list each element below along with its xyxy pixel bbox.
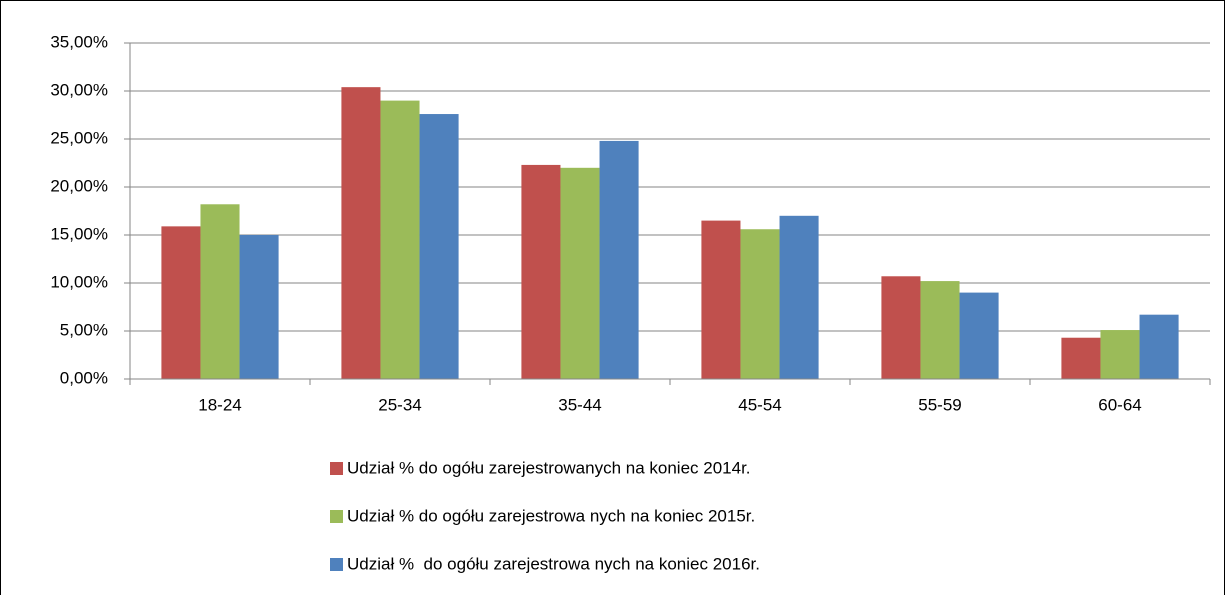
bar [779, 215, 819, 379]
y-tick-label: 0,00% [60, 368, 108, 387]
bar [701, 220, 741, 379]
y-tick-label: 30,00% [50, 80, 108, 99]
x-tick-label: 45-54 [738, 395, 781, 414]
bar [200, 204, 240, 379]
bar [341, 87, 381, 379]
x-tick-label: 60-64 [1098, 395, 1141, 414]
bar [1139, 314, 1179, 379]
legend-swatch [330, 462, 343, 475]
legend-label: Udział % do ogółu zarejestrowanych na ko… [347, 458, 751, 477]
y-tick-label: 5,00% [60, 320, 108, 339]
bar [959, 292, 999, 379]
x-tick-label: 35-44 [558, 395, 601, 414]
legend-swatch [330, 558, 343, 571]
bar [560, 167, 600, 379]
y-tick-label: 10,00% [50, 272, 108, 291]
bar [161, 226, 201, 379]
legend-swatch [330, 510, 343, 523]
x-tick-label: 55-59 [918, 395, 961, 414]
y-tick-label: 35,00% [50, 32, 108, 51]
legend-label: Udział % do ogółu zarejestrowa nych na k… [347, 506, 755, 525]
bar [239, 235, 279, 379]
bar [521, 164, 561, 379]
bar [920, 281, 960, 379]
y-tick-label: 20,00% [50, 176, 108, 195]
y-tick-label: 15,00% [50, 224, 108, 243]
bar [380, 100, 420, 379]
bar [599, 140, 639, 379]
bar [740, 229, 780, 379]
bar [419, 114, 459, 379]
y-tick-label: 25,00% [50, 128, 108, 147]
x-tick-label: 18-24 [198, 395, 241, 414]
x-tick-label: 25-34 [378, 395, 421, 414]
legend-label: Udział % do ogółu zarejestrowa nych na k… [347, 554, 760, 573]
bar [1100, 330, 1140, 379]
bar [1061, 337, 1101, 379]
bar [881, 276, 921, 379]
